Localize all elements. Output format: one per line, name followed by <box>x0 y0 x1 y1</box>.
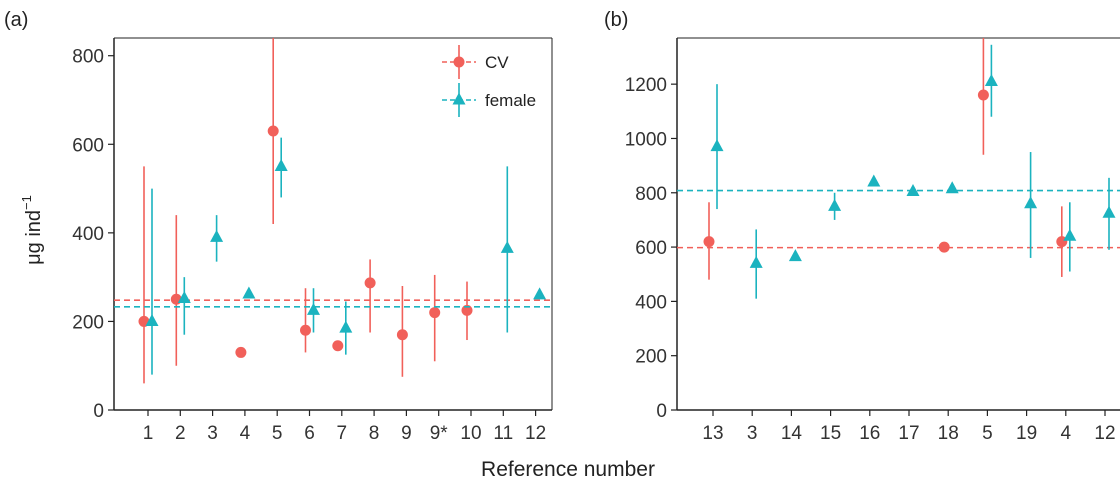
point-female-a <box>533 287 547 300</box>
x-tick-label-a: 12 <box>525 423 546 444</box>
point-female-a <box>339 320 353 333</box>
y-tick-label-a: 800 <box>72 47 104 68</box>
point-cv-a <box>300 324 311 336</box>
point-female-a <box>145 313 159 326</box>
x-tick-label-a: 7 <box>337 423 348 444</box>
point-female-a <box>177 290 191 303</box>
point-female-b <box>984 74 998 87</box>
point-female-b <box>1063 228 1077 241</box>
x-tick-label-a: 3 <box>207 423 218 444</box>
x-tick-label-a: 10 <box>460 423 481 444</box>
point-cv-a <box>267 125 279 137</box>
y-tick-label-b: 1000 <box>625 129 667 150</box>
x-tick-label-a: 8 <box>369 423 380 444</box>
x-tick-label-a: 6 <box>304 423 315 444</box>
point-cv-b <box>977 89 989 101</box>
y-tick-label-b: 0 <box>656 401 667 422</box>
panel-a-label: (a) <box>4 9 28 31</box>
x-tick-label-a: 9 <box>401 423 412 444</box>
x-tick-label-b: 17 <box>898 423 919 444</box>
point-female-b <box>1024 196 1038 209</box>
x-tick-label-b: 13 <box>702 423 723 444</box>
x-tick-label-a: 1 <box>143 423 154 444</box>
y-tick-label-a: 200 <box>72 312 104 333</box>
legend-marker-female <box>452 92 466 105</box>
x-tick-label-b: 12 <box>1094 423 1115 444</box>
x-axis-title: Reference number <box>481 458 655 481</box>
point-female-a <box>210 229 224 242</box>
point-female-b <box>749 255 763 268</box>
point-female-a <box>274 158 288 171</box>
x-tick-label-b: 4 <box>1061 423 1072 444</box>
point-female-b <box>906 183 920 196</box>
y-tick-label-a: 0 <box>93 401 104 422</box>
point-female-a <box>307 302 320 315</box>
plot-area-b <box>677 38 1120 299</box>
x-tick-label-b: 14 <box>781 423 803 444</box>
x-tick-label-a: 11 <box>493 423 513 444</box>
plot-area-a <box>114 38 552 384</box>
y-tick-label-a: 400 <box>72 224 104 245</box>
point-female-a <box>500 240 514 253</box>
y-tick-label-b: 200 <box>635 347 667 368</box>
x-tick-label-a: 2 <box>175 423 186 444</box>
y-axis-title: μg ind−1 <box>19 195 45 265</box>
point-cv-b <box>703 236 715 248</box>
point-cv-b <box>938 241 950 253</box>
point-cv-a <box>364 277 376 289</box>
x-tick-label-a: 5 <box>272 423 283 444</box>
x-tick-label-b: 15 <box>820 423 841 444</box>
point-cv-a <box>429 307 441 319</box>
y-tick-label-b: 1200 <box>625 75 667 96</box>
x-tick-label-a: 4 <box>240 423 251 444</box>
x-tick-label-a: 9* <box>430 423 449 444</box>
legend-label-female: female <box>485 91 536 110</box>
point-cv-a <box>332 340 344 352</box>
panel-b: 0 200 400 600 800 1000 1200 13 3 14 15 16 17 18 5 19 4 12 <box>625 37 1120 444</box>
point-cv-a <box>396 329 408 341</box>
point-female-a <box>242 286 256 299</box>
y-tick-label-b: 400 <box>635 292 667 313</box>
panel-b-label: (b) <box>604 9 628 31</box>
legend-marker-cv <box>453 56 465 68</box>
x-tick-label-b: 5 <box>982 423 993 444</box>
x-tick-label-b: 16 <box>859 423 880 444</box>
point-female-b <box>788 249 802 262</box>
y-tick-label-b: 800 <box>635 184 667 205</box>
x-tick-label-b: 19 <box>1016 423 1037 444</box>
point-female-b <box>1102 205 1116 218</box>
y-tick-label-b: 600 <box>635 238 667 259</box>
y-tick-label-a: 600 <box>72 135 104 156</box>
x-tick-label-b: 18 <box>938 423 959 444</box>
point-cv-a <box>235 346 247 358</box>
x-tick-label-b: 3 <box>747 423 758 444</box>
point-female-b <box>945 181 959 194</box>
point-female-b <box>867 174 881 187</box>
point-female-b <box>710 139 724 152</box>
point-female-b <box>828 198 842 211</box>
legend-label-cv: CV <box>485 53 509 72</box>
